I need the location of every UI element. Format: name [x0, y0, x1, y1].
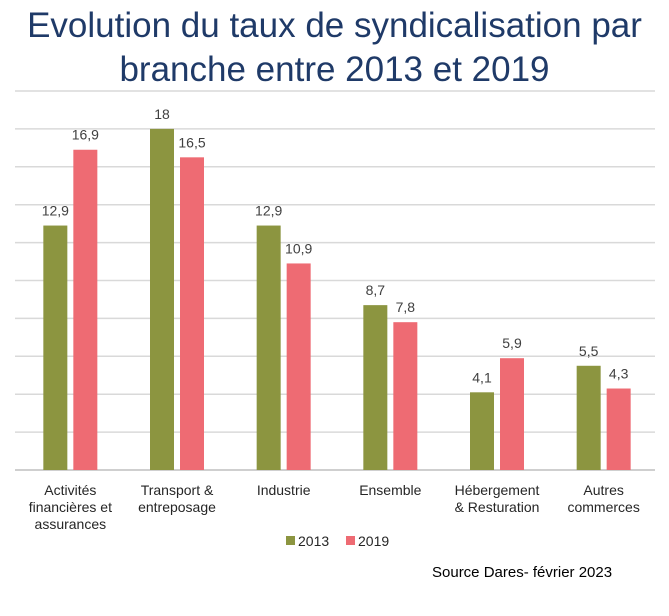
category-label: commerces [567, 499, 639, 515]
bar-2019 [180, 157, 204, 470]
legend-label: 2019 [358, 533, 389, 549]
data-label: 10,9 [285, 240, 312, 256]
category-label: Activités [44, 482, 96, 498]
category-label: & Resturation [455, 499, 540, 515]
source-note: Source Dares- février 2023 [432, 564, 613, 581]
category-label: Hébergement [455, 482, 540, 498]
bar-2019 [500, 358, 524, 470]
bar-2019 [606, 388, 631, 470]
category-label: assurances [35, 516, 107, 532]
category-label: Autres [583, 482, 623, 498]
data-label: 4,3 [609, 366, 629, 382]
data-label: 8,7 [366, 282, 386, 298]
bar-2013 [256, 225, 281, 470]
legend-label: 2013 [298, 533, 329, 549]
category-label: financières et [29, 499, 112, 515]
bar-2013 [150, 128, 174, 470]
data-label: 12,9 [255, 203, 282, 219]
bar-2013 [43, 225, 68, 470]
bar-2019 [393, 322, 418, 470]
bar-2013 [363, 305, 388, 470]
bar-2019 [73, 149, 98, 470]
chart-title: Evolution du taux de syndicalisation par… [27, 6, 642, 89]
data-label: 16,5 [178, 134, 205, 150]
legend-swatch [286, 536, 295, 545]
legend-swatch [346, 536, 355, 545]
bar-2013 [576, 365, 601, 470]
category-label: Transport & [141, 482, 214, 498]
data-label: 18 [154, 106, 170, 122]
data-label: 5,5 [579, 343, 599, 359]
category-label: Industrie [257, 482, 311, 498]
data-label: 16,9 [72, 127, 99, 143]
data-label: 12,9 [42, 203, 69, 219]
data-label: 4,1 [472, 369, 492, 385]
bar-2019 [286, 263, 311, 470]
category-label: entreposage [138, 499, 216, 515]
data-label: 7,8 [396, 299, 416, 315]
category-label: Ensemble [359, 482, 421, 498]
data-label: 5,9 [502, 335, 522, 351]
bar-2013 [470, 392, 494, 470]
